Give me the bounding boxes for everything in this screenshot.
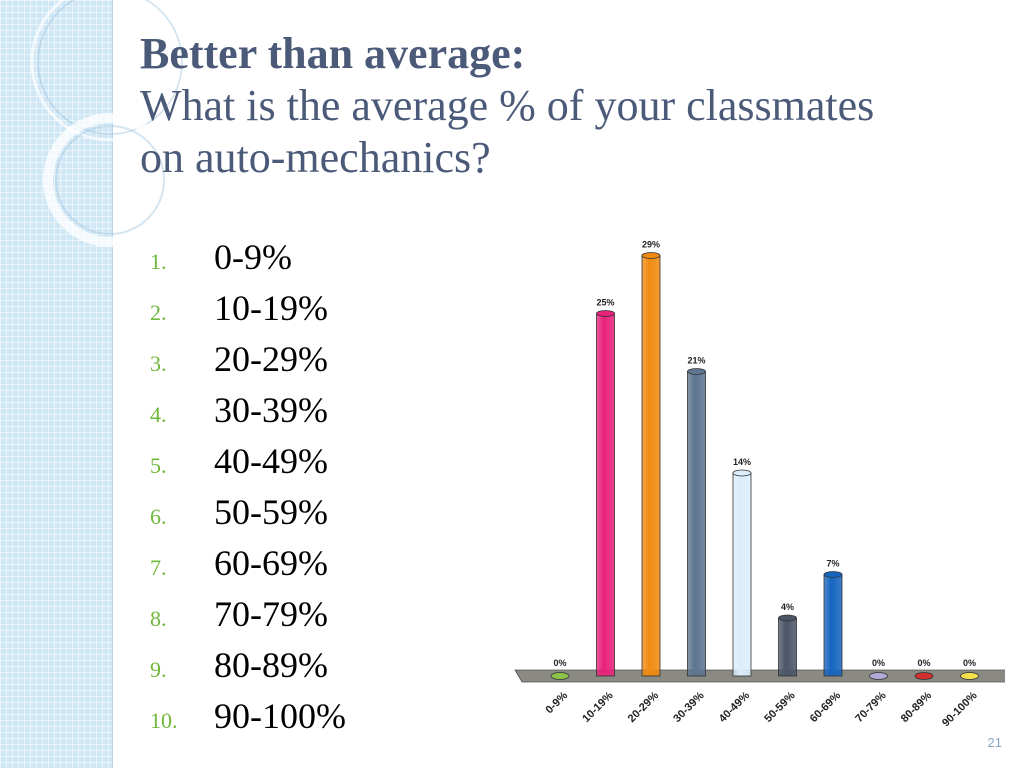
option-label: 50-59% <box>214 492 328 532</box>
bar-80-89% <box>914 672 934 680</box>
option-number: 2. <box>150 300 167 325</box>
title-heading: Better than average: <box>140 29 526 78</box>
slide-number: 21 <box>987 735 1002 750</box>
list-item: 3. 20-29% <box>150 338 346 389</box>
list-item: 9. 80-89% <box>150 644 346 695</box>
decorative-swirl <box>30 0 190 247</box>
category-label: 40-49% <box>717 689 752 724</box>
option-number: 3. <box>150 351 167 376</box>
bar-30-39% <box>687 371 706 677</box>
data-label: 29% <box>642 240 660 250</box>
list-item: 5. 40-49% <box>150 440 346 491</box>
option-label: 90-100% <box>214 696 346 736</box>
option-number: 1. <box>150 249 167 274</box>
bar-10-19% <box>596 313 615 677</box>
slide-title: Better than average: What is the average… <box>140 28 900 184</box>
data-label: 4% <box>781 602 794 612</box>
data-label: 0% <box>553 658 566 668</box>
bar-cap-10-19% <box>596 310 615 317</box>
bar-20-29% <box>641 255 661 677</box>
option-number: 10. <box>150 708 178 733</box>
bar-40-49% <box>732 472 752 677</box>
option-label: 30-39% <box>214 390 328 430</box>
list-item: 10. 90-100% <box>150 695 346 746</box>
bar-cap-30-39% <box>687 368 706 375</box>
category-label: 60-69% <box>808 689 843 724</box>
option-label: 20-29% <box>214 339 328 379</box>
option-number: 7. <box>150 555 167 580</box>
option-label: 0-9% <box>214 237 292 277</box>
answer-options-list: 1. 0-9% 2. 10-19% 3. 20-29% 4. 30-39% 5. 40-4… <box>150 236 346 746</box>
data-label: 7% <box>826 559 839 569</box>
category-label: 30-39% <box>671 689 706 724</box>
option-number: 5. <box>150 453 167 478</box>
option-number: 4. <box>150 402 167 427</box>
category-label: 70-79% <box>853 689 888 724</box>
bar-90-100% <box>960 672 979 680</box>
bar-0-9% <box>550 672 570 680</box>
option-label: 60-69% <box>214 543 328 583</box>
bar-cap-40-49% <box>732 469 752 477</box>
data-label: 0% <box>917 658 930 668</box>
list-item: 2. 10-19% <box>150 287 346 338</box>
list-item: 6. 50-59% <box>150 491 346 542</box>
category-label: 10-19% <box>580 689 615 724</box>
category-label: 0-9% <box>543 689 570 716</box>
data-label: 0% <box>872 658 885 668</box>
list-item: 4. 30-39% <box>150 389 346 440</box>
data-label: 21% <box>687 356 705 366</box>
list-item: 8. 70-79% <box>150 593 346 644</box>
option-number: 9. <box>150 657 167 682</box>
category-label: 80-89% <box>899 689 934 724</box>
bar-cap-50-59% <box>778 614 797 622</box>
data-label: 25% <box>596 298 614 308</box>
bar-50-59% <box>778 617 797 677</box>
list-item: 7. 60-69% <box>150 542 346 593</box>
category-label: 50-59% <box>762 689 797 724</box>
category-label: 20-29% <box>626 689 661 724</box>
bar-70-79% <box>869 672 888 680</box>
list-item: 1. 0-9% <box>150 236 346 287</box>
bar-60-69% <box>823 574 843 677</box>
results-bar-chart: 0% 0-9% 25% 10-19% 29% 20-29% 21% 30-39% 14% 40-4… <box>514 240 1005 729</box>
bar-cap-60-69% <box>823 571 843 578</box>
title-question: What is the average % of your classmates… <box>140 80 875 182</box>
data-label: 0% <box>963 658 976 668</box>
category-label: 90-100% <box>940 689 980 729</box>
bar-cap-20-29% <box>641 252 661 259</box>
data-label: 14% <box>733 457 751 467</box>
option-label: 40-49% <box>214 441 328 481</box>
option-number: 8. <box>150 606 167 631</box>
option-label: 80-89% <box>214 645 328 685</box>
option-label: 10-19% <box>214 288 328 328</box>
option-label: 70-79% <box>214 594 328 634</box>
option-number: 6. <box>150 504 167 529</box>
